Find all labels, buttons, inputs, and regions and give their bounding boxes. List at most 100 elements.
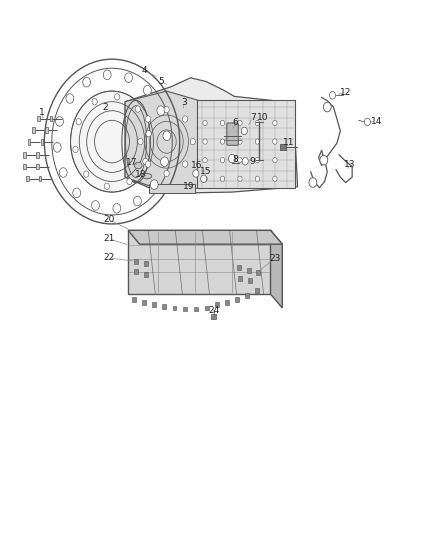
Circle shape <box>183 116 188 122</box>
Circle shape <box>135 106 141 112</box>
Circle shape <box>73 146 78 152</box>
Circle shape <box>203 176 207 181</box>
Text: 12: 12 <box>340 87 351 96</box>
Circle shape <box>201 175 207 182</box>
Bar <box>36 152 39 158</box>
Text: 24: 24 <box>208 305 219 314</box>
Circle shape <box>255 158 260 163</box>
Circle shape <box>190 139 195 145</box>
Circle shape <box>309 177 317 187</box>
Circle shape <box>164 170 169 176</box>
Circle shape <box>273 176 277 181</box>
Text: 9: 9 <box>250 157 255 166</box>
Text: 4: 4 <box>142 67 148 75</box>
Circle shape <box>364 118 371 126</box>
Text: 7: 7 <box>250 113 255 122</box>
Bar <box>149 183 195 193</box>
Text: 21: 21 <box>103 235 115 244</box>
Bar <box>205 305 209 310</box>
Circle shape <box>203 158 207 163</box>
Circle shape <box>92 99 97 105</box>
Circle shape <box>71 91 153 192</box>
Circle shape <box>238 176 242 181</box>
Circle shape <box>127 178 132 184</box>
Circle shape <box>273 158 277 163</box>
Bar <box>152 302 156 307</box>
Circle shape <box>238 158 242 163</box>
Circle shape <box>134 196 141 206</box>
Bar <box>162 304 166 309</box>
Circle shape <box>104 183 110 190</box>
Bar <box>280 144 286 150</box>
Bar <box>49 116 52 122</box>
FancyBboxPatch shape <box>227 123 238 146</box>
Circle shape <box>238 120 242 126</box>
Circle shape <box>183 161 188 167</box>
Circle shape <box>113 204 121 213</box>
Text: 1: 1 <box>39 108 45 117</box>
Ellipse shape <box>134 163 142 168</box>
Bar <box>248 278 252 283</box>
Bar <box>238 276 242 280</box>
Circle shape <box>242 158 248 165</box>
Bar <box>247 268 251 273</box>
Circle shape <box>164 107 169 113</box>
Text: 22: 22 <box>103 254 115 262</box>
Bar <box>28 140 30 145</box>
Circle shape <box>273 139 277 144</box>
Circle shape <box>157 106 165 116</box>
Circle shape <box>145 161 151 167</box>
Bar <box>237 265 240 270</box>
Text: 17: 17 <box>126 158 138 167</box>
Circle shape <box>203 120 207 126</box>
Bar <box>235 297 239 302</box>
Circle shape <box>220 139 225 144</box>
Circle shape <box>150 180 158 189</box>
Text: 14: 14 <box>371 117 382 126</box>
Circle shape <box>115 94 120 100</box>
Polygon shape <box>125 78 297 193</box>
Circle shape <box>241 127 247 135</box>
Bar <box>36 164 39 169</box>
Bar <box>144 262 148 266</box>
Bar <box>144 272 148 277</box>
Bar <box>194 306 198 311</box>
Text: 11: 11 <box>283 138 295 147</box>
Circle shape <box>146 131 151 137</box>
Circle shape <box>163 131 171 141</box>
Circle shape <box>255 120 260 126</box>
Text: 19: 19 <box>183 182 194 191</box>
Bar <box>23 152 26 158</box>
Bar <box>255 288 259 293</box>
Text: 8: 8 <box>233 155 238 164</box>
Text: 23: 23 <box>269 254 281 263</box>
Polygon shape <box>128 230 283 244</box>
Circle shape <box>103 70 111 79</box>
Bar <box>245 293 249 298</box>
Bar <box>134 259 138 264</box>
Circle shape <box>84 171 89 177</box>
Circle shape <box>66 94 74 103</box>
Circle shape <box>56 117 64 126</box>
Bar <box>26 176 29 181</box>
Circle shape <box>273 120 277 126</box>
Bar <box>37 116 40 122</box>
Text: 2: 2 <box>102 102 108 111</box>
Circle shape <box>92 200 99 210</box>
Circle shape <box>73 188 81 198</box>
Circle shape <box>238 139 242 144</box>
Bar <box>173 305 177 310</box>
Text: 20: 20 <box>103 215 115 224</box>
Circle shape <box>125 73 133 83</box>
Circle shape <box>329 92 336 99</box>
FancyBboxPatch shape <box>197 100 295 188</box>
Ellipse shape <box>142 173 152 179</box>
Bar <box>183 306 187 311</box>
Circle shape <box>203 139 207 144</box>
Circle shape <box>143 158 148 165</box>
Circle shape <box>83 77 91 87</box>
Text: 5: 5 <box>159 77 164 86</box>
Circle shape <box>255 176 260 181</box>
Circle shape <box>59 168 67 177</box>
Bar <box>134 269 138 274</box>
